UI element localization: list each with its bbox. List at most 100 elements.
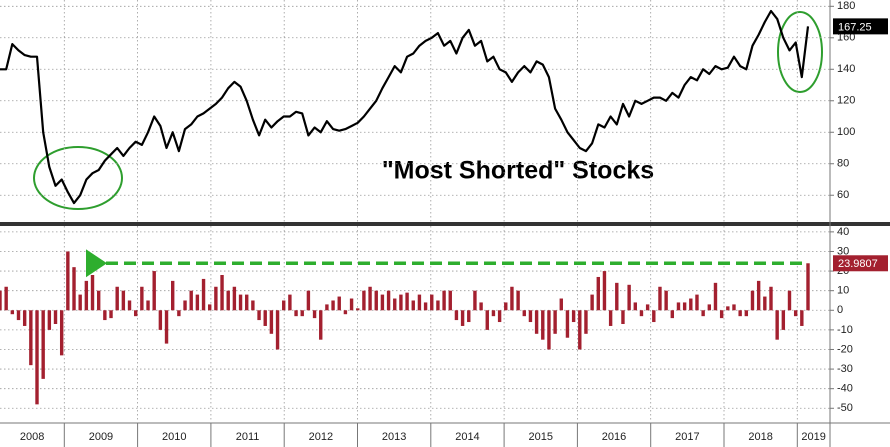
- bar: [541, 310, 545, 340]
- bar: [534, 310, 539, 334]
- panel-separator: [0, 222, 890, 226]
- bar: [29, 310, 33, 366]
- bar: [164, 310, 169, 344]
- y-tick-label: 60: [837, 189, 849, 201]
- bar: [578, 310, 582, 350]
- bar: [195, 294, 200, 311]
- bar: [571, 310, 576, 323]
- bar: [756, 280, 761, 311]
- bar: [732, 304, 736, 311]
- y-tick-label: -50: [837, 402, 853, 414]
- bar: [282, 300, 286, 311]
- bar: [263, 310, 267, 326]
- last-value-box: [833, 18, 888, 35]
- bar: [436, 300, 440, 311]
- bar: [41, 310, 45, 379]
- highlight-ellipse: [33, 146, 123, 210]
- last-value-label: 167.25: [838, 21, 872, 33]
- bar: [133, 310, 138, 317]
- bar: [596, 276, 600, 311]
- bar: [319, 310, 323, 340]
- bar: [96, 290, 101, 311]
- bar: [380, 294, 385, 311]
- bar: [645, 304, 650, 311]
- bar: [171, 280, 175, 311]
- bar: [701, 310, 705, 317]
- bar: [177, 310, 181, 317]
- bar: [331, 300, 335, 311]
- bar: [66, 251, 70, 311]
- bar: [793, 310, 798, 317]
- bar: [775, 310, 779, 340]
- bar: [763, 296, 767, 311]
- bar: [497, 310, 502, 323]
- bar: [109, 310, 113, 319]
- bar: [22, 310, 27, 326]
- bar: [602, 271, 607, 311]
- bar: [787, 290, 792, 311]
- bar: [608, 310, 613, 326]
- x-band-label: 2018: [748, 431, 772, 443]
- bar: [140, 286, 144, 311]
- bar: [257, 310, 261, 321]
- bar: [460, 310, 465, 326]
- bar: [158, 310, 163, 330]
- bar: [522, 310, 526, 317]
- bar: [121, 290, 126, 311]
- bar: [781, 310, 786, 330]
- bar: [146, 300, 150, 311]
- annotation: "Most Shorted" Stocks: [382, 157, 654, 185]
- bar: [738, 310, 742, 317]
- y-tick-label: 140: [837, 63, 855, 75]
- x-band-label: 2015: [529, 431, 553, 443]
- bar: [510, 286, 514, 311]
- bar: [713, 282, 718, 311]
- y-tick-label: -40: [837, 383, 853, 395]
- bar: [325, 304, 329, 311]
- bar: [682, 302, 687, 311]
- bar: [306, 290, 311, 311]
- bar: [374, 290, 378, 311]
- bar: [430, 294, 434, 311]
- bar: [806, 263, 810, 311]
- bar: [479, 302, 483, 311]
- y-tick-label: 180: [837, 0, 855, 12]
- bar: [590, 294, 594, 311]
- bar: [16, 310, 21, 321]
- bar: [214, 286, 218, 311]
- bar: [393, 298, 397, 311]
- bar: [103, 310, 107, 321]
- bar: [152, 271, 156, 311]
- bar: [356, 308, 360, 311]
- y-tick-label: 100: [837, 126, 855, 138]
- bar: [559, 298, 563, 311]
- bar: [504, 302, 508, 311]
- bar: [0, 290, 2, 311]
- y-tick-label: 80: [837, 158, 849, 170]
- y-tick-label: -10: [837, 324, 853, 336]
- bar: [84, 280, 89, 311]
- bar: [251, 300, 255, 311]
- bar: [750, 290, 755, 311]
- bar: [90, 275, 95, 311]
- bar: [633, 302, 637, 311]
- bar: [423, 302, 428, 311]
- bar: [744, 310, 749, 317]
- y-tick-label: -30: [837, 363, 853, 375]
- x-band-label: 2008: [20, 431, 44, 443]
- bar: [658, 286, 662, 311]
- bar: [312, 310, 317, 319]
- bar: [337, 296, 341, 311]
- bar: [707, 304, 712, 311]
- bar: [547, 310, 551, 350]
- bar: [485, 310, 489, 330]
- bar: [719, 310, 724, 319]
- bar: [226, 290, 230, 311]
- bar: [627, 284, 631, 311]
- bar: [454, 310, 459, 321]
- bar: [467, 310, 471, 323]
- bar: [78, 294, 82, 311]
- bar: [405, 292, 409, 311]
- bar: [53, 310, 58, 324]
